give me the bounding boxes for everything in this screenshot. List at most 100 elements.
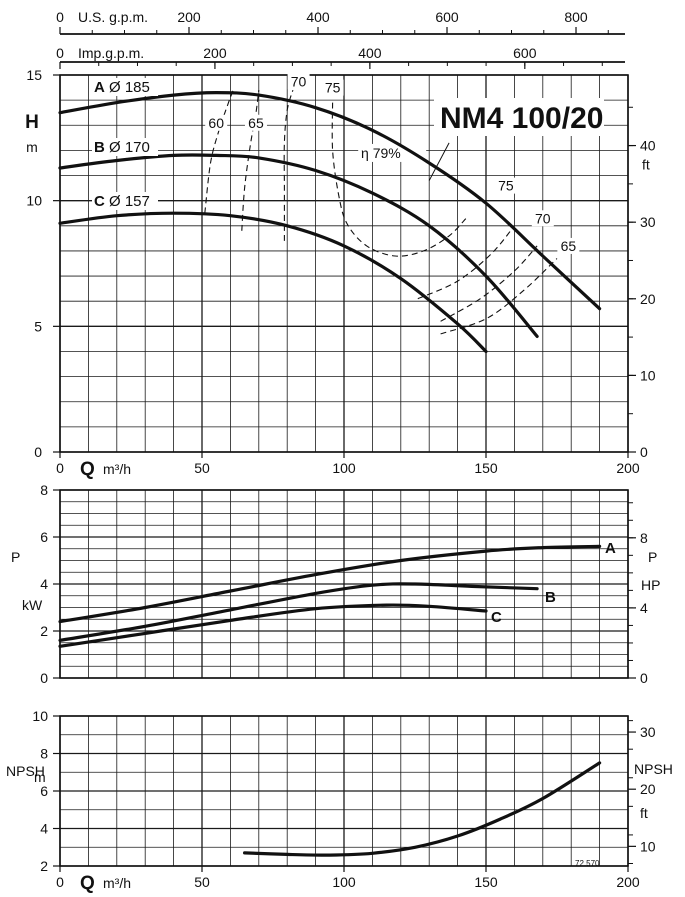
efficiency-contour-label: 75 xyxy=(325,80,341,96)
us-gpm-tick-label: 200 xyxy=(177,9,201,25)
efficiency-contour xyxy=(331,102,467,257)
head-ft-tick-label: 20 xyxy=(640,291,656,307)
power-axis-symbol: P xyxy=(11,549,20,565)
head-curve-diameter: Ø 157 xyxy=(109,193,150,210)
power-y-tick-label: 8 xyxy=(40,482,48,498)
efficiency-contour-label: 70 xyxy=(535,210,551,226)
npsh-ft-tick-label: 10 xyxy=(640,838,656,854)
efficiency-label-bg xyxy=(557,237,580,254)
npsh-x-tick-label: 100 xyxy=(332,874,356,890)
us-gpm-tick-label: 400 xyxy=(306,9,330,25)
us-gpm-tick-label: 600 xyxy=(435,9,459,25)
head-ft-tick-label: 0 xyxy=(640,444,648,460)
head-curve-b xyxy=(58,153,539,338)
npsh-ft-tick-label: 20 xyxy=(640,781,656,797)
efficiency-contour-label: 60 xyxy=(208,115,224,131)
head-curve-diameter: Ø 185 xyxy=(109,79,150,96)
efficiency-contour-label: 65 xyxy=(248,115,264,131)
efficiency-contour xyxy=(417,225,515,300)
efficiency-contour xyxy=(241,90,260,231)
head-y-tick-label: 0 xyxy=(34,444,42,460)
head-curve-a xyxy=(58,90,602,311)
head-curve-label-bg xyxy=(92,78,158,96)
head-axis-symbol: H xyxy=(25,112,39,133)
npsh-x-tick-label: 0 xyxy=(56,874,64,890)
npsh-y-tick-label: 6 xyxy=(40,783,48,799)
head-x-tick-label: 100 xyxy=(332,460,356,476)
power-hp-tick-label: 8 xyxy=(640,530,648,546)
head-ft-unit: ft xyxy=(642,157,650,173)
power-y-tick-label: 4 xyxy=(40,576,48,592)
head-ft-tick-label: 10 xyxy=(640,367,656,383)
efficiency-label-bg xyxy=(244,114,267,131)
head-x-tick-label: 200 xyxy=(616,460,640,476)
npsh-axis-symbol: NPSH xyxy=(6,763,45,779)
npsh-x-axis-symbol: Q xyxy=(80,873,95,894)
imp-gpm-tick-label: 400 xyxy=(358,45,382,61)
peak-efficiency-label: η 79% xyxy=(361,145,401,161)
efficiency-contour xyxy=(204,89,234,214)
efficiency-label-bg xyxy=(287,73,310,90)
head-ft-tick-label: 40 xyxy=(640,138,656,154)
imp-gpm-label: Imp.g.p.m. xyxy=(78,45,144,61)
efficiency-contour-label: 75 xyxy=(498,178,514,194)
us-gpm-tick-label: 800 xyxy=(564,9,588,25)
us-gpm-tick-label: 0 xyxy=(56,9,64,25)
npsh-ft-tick-label: 30 xyxy=(640,724,656,740)
head-ft-tick-label: 30 xyxy=(640,214,656,230)
peak-efficiency-tick xyxy=(428,142,450,181)
power-curve-a xyxy=(58,544,602,624)
peak-efficiency-label-bg xyxy=(358,143,427,162)
power-hp-tick-label: 4 xyxy=(640,600,648,616)
npsh-y-tick-label: 4 xyxy=(40,821,48,837)
npsh-curve xyxy=(243,761,602,857)
npsh-x-tick-label: 200 xyxy=(616,874,640,890)
npsh-x-axis-unit: m³/h xyxy=(103,875,131,891)
npsh-x-tick-label: 150 xyxy=(474,874,498,890)
us-gpm-label: U.S. g.p.m. xyxy=(78,9,148,25)
head-curve-c xyxy=(58,211,488,354)
efficiency-label-bg xyxy=(321,79,344,96)
npsh-y-tick-label: 10 xyxy=(32,708,48,724)
imp-gpm-tick-label: 0 xyxy=(56,45,64,61)
top-scales: U.S. g.p.m. Imp.g.p.m. 0 200 400 600 800 200 4… xyxy=(56,9,625,69)
head-curve-name: C xyxy=(94,193,105,210)
head-x-tick-label: 0 xyxy=(56,460,64,476)
head-x-axis-unit: m³/h xyxy=(103,461,131,477)
power-curve-b xyxy=(58,582,539,642)
power-y-tick-label: 6 xyxy=(40,529,48,545)
power-curve-name: C xyxy=(491,609,502,626)
npsh-y-tick-label: 2 xyxy=(40,858,48,874)
imp-gpm-tick-label: 600 xyxy=(513,45,537,61)
power-axis-unit: kW xyxy=(22,597,43,613)
power-curve-name: A xyxy=(605,540,616,557)
head-y-tick-label: 15 xyxy=(26,67,42,83)
model-title-bg xyxy=(434,98,604,136)
head-curve-name: A xyxy=(94,79,105,96)
power-y-tick-label: 2 xyxy=(40,623,48,639)
efficiency-contour-label: 65 xyxy=(561,238,577,254)
head-curve-name: B xyxy=(94,139,105,156)
imp-gpm-tick-label: 200 xyxy=(203,45,227,61)
npsh-axis-unit: m xyxy=(34,769,46,785)
npsh-x-tick-label: 50 xyxy=(194,874,210,890)
power-y-tick-label: 0 xyxy=(40,670,48,686)
npsh-y-tick-label: 8 xyxy=(40,746,48,762)
head-curve-label-bg xyxy=(92,192,158,210)
power-curve-name: B xyxy=(545,589,556,606)
power-hp-tick-label: 0 xyxy=(640,670,648,686)
head-x-tick-label: 50 xyxy=(194,460,210,476)
head-x-axis-symbol: Q xyxy=(80,459,95,480)
head-axis-unit: m xyxy=(26,139,38,155)
power-hp-unit: HP xyxy=(641,577,660,593)
power-curve-c xyxy=(58,603,488,648)
efficiency-contour-label: 70 xyxy=(291,73,307,89)
head-x-tick-label: 150 xyxy=(474,460,498,476)
efficiency-label-bg xyxy=(494,177,517,194)
efficiency-label-bg xyxy=(531,210,554,227)
efficiency-contour xyxy=(440,245,538,322)
power-hp-symbol: P xyxy=(648,549,657,565)
